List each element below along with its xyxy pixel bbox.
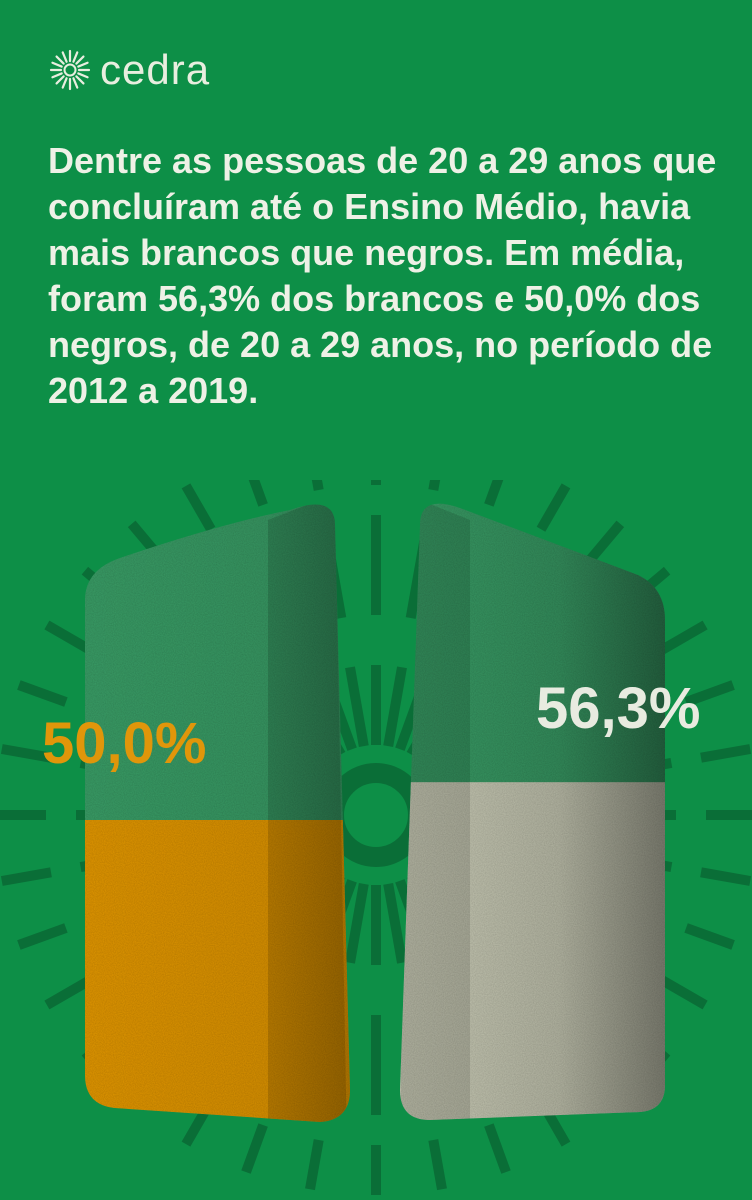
ray-line	[484, 1123, 511, 1174]
ray-line	[17, 923, 68, 950]
ray-line	[383, 666, 407, 747]
sun-ray	[61, 51, 68, 63]
sun-icon	[49, 49, 91, 91]
ray-line	[428, 480, 441, 491]
ray-line	[311, 480, 324, 491]
sun-ray	[51, 72, 63, 79]
ray-line	[584, 520, 625, 566]
brand-name: cedra	[100, 46, 211, 93]
bar-brancos	[400, 503, 665, 1120]
ray-line	[428, 1139, 447, 1191]
ray-line	[305, 1139, 324, 1191]
bar-negros	[85, 504, 350, 1122]
sun-ray	[55, 75, 65, 85]
ray-line	[659, 620, 708, 655]
ray-ring	[324, 763, 428, 867]
ray-line	[181, 483, 216, 532]
sun-ray	[61, 77, 68, 89]
ray-line	[44, 620, 93, 655]
bar-chart: 50,0% 56,3%	[0, 480, 752, 1195]
ray-line	[44, 975, 93, 1010]
ray-line	[684, 680, 735, 707]
ray-line	[484, 480, 504, 507]
ray-line	[0, 867, 52, 886]
ray-line	[248, 480, 268, 507]
brand-logo: cedra	[48, 42, 210, 98]
sun-ray	[72, 77, 79, 89]
headline: Dentre as pessoas de 20 a 29 anos que co…	[48, 140, 717, 411]
sun-ray	[51, 61, 63, 68]
ray-line	[345, 883, 369, 964]
sun-ray	[77, 72, 89, 79]
value-label-brancos: 56,3%	[536, 676, 700, 741]
ray-line	[0, 744, 52, 763]
sun-ray	[75, 55, 85, 65]
ray-line	[700, 744, 752, 763]
ray-line	[345, 666, 369, 747]
sun-ray	[77, 61, 89, 68]
ray-line	[383, 883, 407, 964]
ray-line	[700, 867, 752, 886]
sun-ray	[72, 51, 79, 63]
ray-line	[17, 680, 68, 707]
sun-ray	[75, 75, 85, 85]
ray-line	[536, 483, 571, 532]
ray-line	[659, 975, 708, 1010]
ray-line	[241, 1123, 268, 1174]
value-label-negros: 50,0%	[42, 711, 206, 776]
sun-ray	[55, 55, 65, 65]
ray-line	[684, 923, 735, 950]
